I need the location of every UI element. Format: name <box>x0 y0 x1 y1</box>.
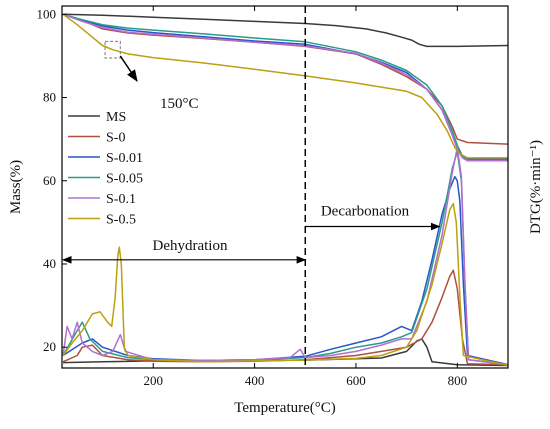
legend-label-s-0-01: S-0.01 <box>106 151 143 166</box>
dtg-curve-s-0-5 <box>62 202 508 367</box>
legend-label-ms: MS <box>106 110 126 125</box>
y-tick-label: 80 <box>43 90 56 105</box>
tg-curve-s-0-01 <box>62 13 508 160</box>
legend: MS S-0 S-0.01 S-0.05 S-0.1 S-0.5 <box>68 110 143 228</box>
y-axis-title: Mass(%) <box>8 160 24 214</box>
x-tick-label: 600 <box>346 373 366 388</box>
dtg-curve-s-0-1 <box>62 146 508 366</box>
tg-curve-s-0 <box>62 13 508 145</box>
legend-label-s-0: S-0 <box>106 131 125 146</box>
temperature-marker-label: 150°C <box>160 96 199 112</box>
x-tick-label: 400 <box>245 373 265 388</box>
curves-layer <box>62 13 508 367</box>
y-tick-label: 100 <box>37 6 57 21</box>
y-tick-label: 60 <box>43 173 56 188</box>
tg-curve-s-0-5 <box>62 13 508 159</box>
tg-curve-s-0-05 <box>62 13 508 161</box>
dtg-curve-s-0 <box>62 269 508 366</box>
y-tick-label: 20 <box>43 339 56 354</box>
dtg-curve-s-0-01 <box>62 175 508 366</box>
annotations-layer <box>62 6 441 368</box>
y2-axis-title: DTG(%·min⁻¹) <box>528 140 544 234</box>
x-tick-label: 800 <box>448 373 468 388</box>
tg-curve-s-0-1 <box>62 13 508 162</box>
ticks-layer: 200 400 600 800 20 40 60 80 100 <box>37 6 468 388</box>
y-tick-label: 40 <box>43 256 56 271</box>
decarbonation-label: Decarbonation <box>321 204 410 220</box>
x-axis-title: Temperature(°C) <box>234 400 336 416</box>
tg-curve-ms <box>62 13 508 48</box>
dehydration-label: Dehydration <box>153 238 228 254</box>
temperature-marker-box <box>104 40 121 59</box>
temperature-marker-arrow <box>119 55 138 82</box>
plot-frame <box>61 5 509 369</box>
legend-label-s-0-5: S-0.5 <box>106 213 136 228</box>
legend-label-s-0-1: S-0.1 <box>106 192 136 207</box>
x-tick-label: 200 <box>143 373 163 388</box>
legend-label-s-0-05: S-0.05 <box>106 172 143 187</box>
